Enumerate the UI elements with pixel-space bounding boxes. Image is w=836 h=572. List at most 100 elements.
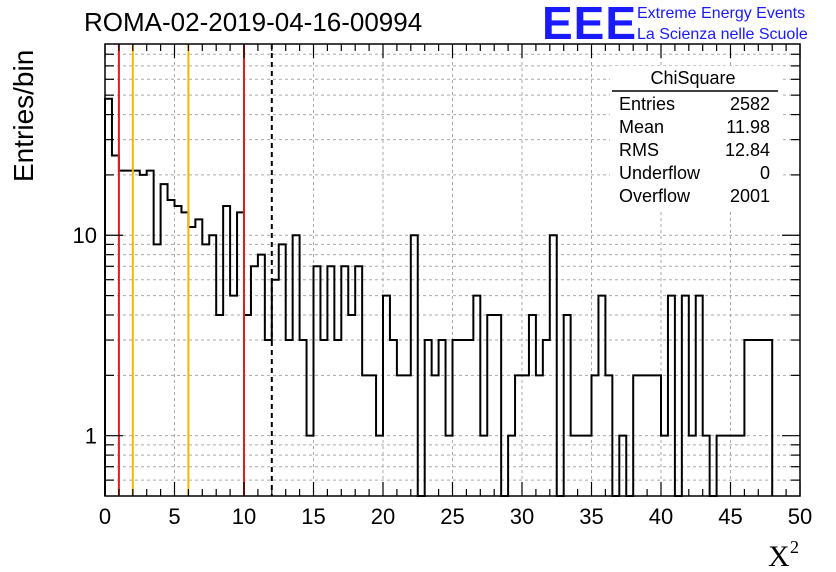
histogram-bin bbox=[466, 340, 473, 496]
histogram-bin bbox=[272, 280, 279, 496]
histogram-bin bbox=[522, 375, 529, 496]
histogram-bin bbox=[168, 200, 175, 496]
histogram-bin bbox=[696, 296, 703, 496]
histogram-bin bbox=[404, 375, 411, 496]
histogram-bin bbox=[202, 244, 209, 496]
histogram-bin bbox=[724, 436, 731, 496]
histogram-bin bbox=[279, 244, 286, 496]
x-tick-label: 25 bbox=[440, 504, 464, 529]
stats-row-value: 12.84 bbox=[725, 140, 770, 160]
x-tick-label: 0 bbox=[99, 504, 111, 529]
histogram-bin bbox=[765, 340, 772, 496]
stats-row-label: Entries bbox=[619, 94, 675, 114]
histogram-bin bbox=[703, 436, 710, 496]
histogram-bin bbox=[585, 436, 592, 496]
histogram-bin bbox=[362, 375, 369, 496]
histogram-bin bbox=[244, 315, 251, 496]
histogram-bin bbox=[258, 255, 265, 496]
histogram-bin bbox=[446, 436, 453, 496]
x-tick-label: 10 bbox=[232, 504, 256, 529]
histogram-bin bbox=[411, 235, 418, 496]
eee-logo: EEE Extreme Energy Events La Scienza nel… bbox=[542, 0, 808, 49]
histogram-bin bbox=[334, 340, 341, 496]
histogram-bin bbox=[161, 184, 168, 496]
histogram-bin bbox=[737, 436, 744, 496]
x-tick-label: 30 bbox=[510, 504, 534, 529]
histogram-bin bbox=[369, 375, 376, 496]
histogram-bin bbox=[390, 340, 397, 496]
x-axis-label: X bbox=[768, 540, 790, 572]
histogram-bin bbox=[459, 340, 466, 496]
histogram-bin bbox=[508, 436, 515, 496]
histogram-bin bbox=[307, 436, 314, 496]
chart-title: ROMA-02-2019-04-16-00994 bbox=[84, 7, 422, 37]
histogram-bin bbox=[105, 99, 112, 496]
histogram-bin bbox=[216, 315, 223, 496]
histogram-bin bbox=[647, 375, 654, 496]
histogram-bin bbox=[209, 235, 216, 496]
histogram-bin bbox=[314, 266, 321, 496]
histogram-bin bbox=[355, 266, 362, 496]
grid-lines bbox=[105, 44, 800, 496]
histogram-bin bbox=[731, 436, 738, 496]
histogram-bin bbox=[751, 340, 758, 496]
histogram-bin bbox=[668, 296, 675, 496]
histogram-bin bbox=[654, 375, 661, 496]
histogram-bin bbox=[230, 296, 237, 496]
histogram-bin bbox=[265, 340, 272, 496]
x-tick-label: 45 bbox=[718, 504, 742, 529]
histogram-bin bbox=[188, 227, 195, 496]
stats-box-background bbox=[610, 66, 780, 210]
histogram-bin bbox=[126, 171, 133, 496]
histogram-bin bbox=[327, 266, 334, 496]
histogram-bin bbox=[119, 171, 126, 496]
y-axis-label: Entries/bin bbox=[8, 50, 39, 182]
stats-row-label: RMS bbox=[619, 140, 659, 160]
histogram-bin bbox=[175, 206, 182, 496]
stats-box: ChiSquare Entries 2582 Mean 11.98 RMS 12.84 Un… bbox=[610, 66, 780, 210]
histogram-bin bbox=[682, 296, 689, 496]
stats-box-title: ChiSquare bbox=[650, 68, 735, 88]
histogram-bin bbox=[376, 436, 383, 496]
histogram-bin bbox=[494, 315, 501, 496]
histogram-bin bbox=[195, 219, 202, 496]
histogram-bin bbox=[133, 171, 140, 496]
histogram-bin bbox=[487, 315, 494, 496]
histogram-bin bbox=[515, 375, 522, 496]
histogram-bin bbox=[744, 340, 751, 496]
y-axis-ticks: 1 10 bbox=[73, 53, 800, 481]
histogram-bin bbox=[536, 375, 543, 496]
stats-row-label: Underflow bbox=[619, 163, 701, 183]
histogram-bin bbox=[619, 436, 626, 496]
stats-row-label: Mean bbox=[619, 117, 664, 137]
stats-row-value: 0 bbox=[760, 163, 770, 183]
histogram-bin bbox=[140, 175, 147, 496]
histogram-bin bbox=[758, 340, 765, 496]
stats-row-value: 11.98 bbox=[726, 117, 770, 137]
histogram-bin bbox=[661, 436, 668, 496]
histogram-bin bbox=[286, 340, 293, 496]
histogram-bin bbox=[341, 266, 348, 496]
x-tick-label: 15 bbox=[301, 504, 325, 529]
logo-line-2: La Scienza nelle Scuole bbox=[637, 26, 808, 43]
stats-row-value: 2001 bbox=[730, 186, 770, 206]
histogram-bin bbox=[397, 375, 404, 496]
histogram-bin bbox=[432, 375, 439, 496]
x-tick-label: 5 bbox=[168, 504, 180, 529]
histogram-bin bbox=[578, 436, 585, 496]
stats-row-label: Overflow bbox=[619, 186, 691, 206]
vertical-markers bbox=[117, 44, 273, 496]
histogram-bin bbox=[689, 436, 696, 496]
histogram-bin bbox=[348, 315, 355, 496]
histogram-bin bbox=[453, 340, 460, 496]
histogram-bin bbox=[300, 340, 307, 496]
histogram-bin bbox=[564, 315, 571, 496]
histogram-bin bbox=[237, 212, 244, 496]
histogram-bin bbox=[251, 266, 258, 496]
histogram-bin bbox=[147, 171, 154, 496]
histogram-bin bbox=[473, 296, 480, 496]
logo-mark: EEE bbox=[542, 0, 637, 49]
histogram-bin bbox=[633, 375, 640, 496]
histogram-bin bbox=[383, 296, 390, 496]
